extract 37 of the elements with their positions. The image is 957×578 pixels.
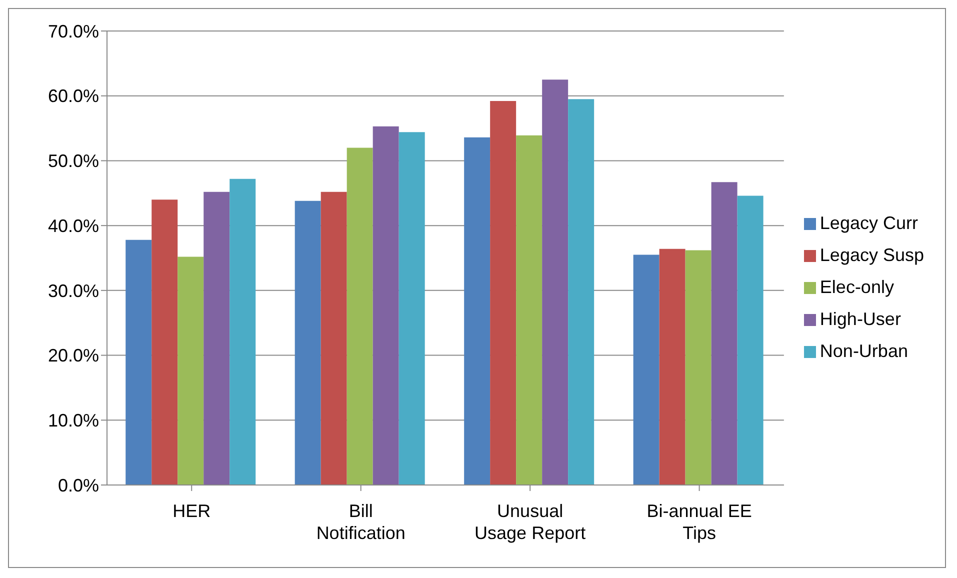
legend-label: Legacy Susp	[820, 245, 924, 265]
bar	[464, 137, 490, 485]
y-tick-label: 0.0%	[58, 475, 99, 496]
bar	[320, 192, 347, 485]
bar	[126, 240, 152, 485]
y-tick-label: 10.0%	[48, 410, 99, 431]
bar	[346, 148, 373, 485]
y-tick-label: 50.0%	[48, 151, 99, 172]
legend-label: High-User	[820, 309, 901, 329]
legend-label: Elec-only	[820, 277, 894, 297]
bar	[178, 256, 204, 485]
y-tick-label: 30.0%	[48, 280, 99, 301]
bar	[294, 200, 321, 485]
y-tick-label: 60.0%	[48, 86, 99, 106]
y-tick-label: 70.0%	[48, 21, 99, 42]
bar	[659, 248, 686, 485]
legend-label: Legacy Curr	[820, 213, 918, 233]
bar	[516, 135, 542, 485]
x-tick-label: HER	[172, 501, 211, 521]
bar	[490, 101, 516, 485]
x-tick-label: Bi-annual EE Tips	[646, 501, 752, 543]
bar	[542, 80, 568, 485]
bar	[685, 250, 712, 485]
bar	[737, 196, 764, 485]
bar	[204, 192, 230, 485]
bar	[398, 132, 425, 485]
bar	[152, 200, 178, 485]
bar	[230, 178, 256, 485]
y-tick-label: 40.0%	[48, 216, 99, 236]
bar	[633, 254, 660, 485]
bar	[711, 182, 738, 485]
y-tick-label: 20.0%	[48, 346, 99, 366]
legend-label: Non-Urban	[820, 341, 908, 361]
bar	[372, 126, 399, 485]
x-tick-label: Bill Notification	[316, 501, 406, 543]
bar	[568, 99, 594, 485]
x-tick-label: Unusual Usage Report	[474, 501, 586, 543]
